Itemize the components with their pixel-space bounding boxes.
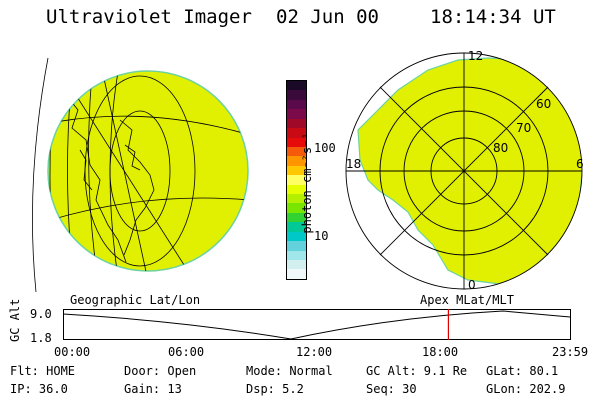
colorbar-swatch <box>287 231 306 242</box>
colorbar-swatch <box>287 156 306 166</box>
colorbar-swatch <box>287 250 306 261</box>
colorbar-swatch <box>287 184 306 195</box>
left-map-label: Geographic Lat/Lon <box>70 293 201 307</box>
mlt-label-18: 18 <box>346 157 361 171</box>
info-gain: Gain: 13 <box>124 382 182 396</box>
mlt-label-0: 0 <box>468 278 476 292</box>
colorbar-swatch <box>287 99 306 110</box>
colorbar-swatch <box>287 137 306 147</box>
lat-label-60: 60 <box>536 97 551 111</box>
colorbar-tick-10: 10 <box>314 229 329 243</box>
altitude-plot <box>63 309 571 340</box>
mlt-label-12: 12 <box>468 49 483 63</box>
info-door: Door: Open <box>124 364 197 378</box>
x-tick-0000: 00:00 <box>54 345 91 359</box>
colorbar-swatch <box>287 175 306 185</box>
instrument-title: Ultraviolet Imager <box>46 6 252 28</box>
colorbar-tick-100: 100 <box>314 141 336 155</box>
colorbar-swatch <box>287 81 306 91</box>
info-gc-altitude: GC Alt: 9.1 Re <box>366 364 468 378</box>
info-glon: GLon: 202.9 <box>486 382 566 396</box>
info-dsp: Dsp: 5.2 <box>246 382 304 396</box>
apex-polar-map: 12 18 6 0 60 70 80 <box>345 49 584 292</box>
info-mode: Mode: Normal <box>246 364 333 378</box>
info-sequence: Seq: 30 <box>366 382 417 396</box>
colorbar-swatch <box>287 146 306 157</box>
colorbar-swatch <box>287 194 306 204</box>
right-map-label: Apex MLat/MLT <box>420 293 514 307</box>
colorbar-swatch <box>287 241 306 251</box>
time-label: 18:14:34 UT <box>430 6 556 28</box>
lat-label-70: 70 <box>516 121 531 135</box>
mlt-label-6: 6 <box>576 157 584 171</box>
geographic-map <box>32 57 249 293</box>
colorbar-swatch <box>287 90 306 100</box>
colorbar <box>286 80 307 280</box>
x-tick-1800: 18:00 <box>422 345 459 359</box>
info-ip: IP: 36.0 <box>10 382 68 396</box>
colorbar-unit-label: photon cm⁻²s⁻¹ <box>300 132 314 234</box>
info-flight: Flt: HOME <box>10 364 76 378</box>
colorbar-swatch <box>287 203 306 213</box>
x-tick-0600: 06:00 <box>168 345 205 359</box>
x-tick-1200: 12:00 <box>296 345 333 359</box>
altitude-curve <box>63 310 571 340</box>
colorbar-swatch <box>287 269 306 279</box>
colorbar-swatch <box>287 165 306 176</box>
colorbar-swatch <box>287 118 306 129</box>
uv-oval-region <box>357 57 582 286</box>
uv-image-disk <box>47 70 249 272</box>
colorbar-swatch <box>287 222 306 232</box>
colorbar-swatch <box>287 128 306 138</box>
colorbar-swatch <box>287 260 306 270</box>
colorbar-swatch <box>287 212 306 223</box>
altitude-ytick-max: 9.0 <box>30 307 52 321</box>
altitude-ylabel: GC Alt <box>8 298 22 342</box>
lat-label-80: 80 <box>493 141 508 155</box>
date-label: 02 Jun 00 <box>276 6 379 28</box>
info-glat: GLat: 80.1 <box>486 364 559 378</box>
altitude-ytick-min: 1.8 <box>30 331 52 345</box>
colorbar-swatch <box>287 109 306 119</box>
x-tick-2359: 23:59 <box>552 345 589 359</box>
